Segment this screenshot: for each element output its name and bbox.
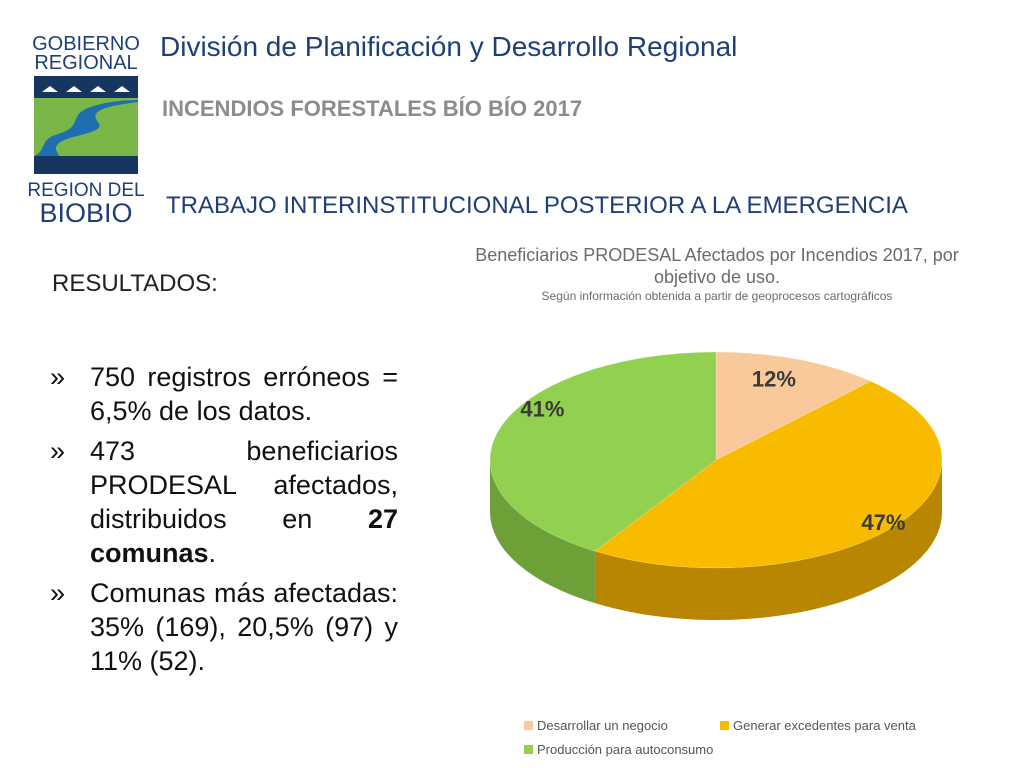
legend-item-1: Generar excedentes para venta bbox=[720, 718, 916, 733]
list-item: » Comunas más afectadas: 35% (169), 20,5… bbox=[50, 576, 398, 678]
logo-line1: GOBIERNO bbox=[32, 33, 140, 55]
chart-subtitle: Según información obtenida a partir de g… bbox=[541, 289, 893, 303]
gobierno-regional-logo: GOBIERNO REGIONAL REGION DEL BIOBIO bbox=[28, 30, 144, 226]
list-item: » 473 beneficiarios PRODESAL afectados, … bbox=[50, 434, 398, 570]
results-label: RESULTADOS: bbox=[52, 270, 218, 297]
logo-line3: REGION DEL bbox=[28, 180, 144, 201]
results-list: » 750 registros erróneos = 6,5% de los d… bbox=[50, 360, 398, 684]
bullet-text: Comunas más afectadas: 35% (169), 20,5% … bbox=[90, 578, 398, 676]
list-item: » 750 registros erróneos = 6,5% de los d… bbox=[50, 360, 398, 428]
legend-label-0: Desarrollar un negocio bbox=[537, 718, 668, 733]
bullet-mark: » bbox=[50, 436, 66, 466]
pie-data-label-0: 12% bbox=[752, 367, 796, 392]
pie-chart: 12% 47% 41% bbox=[470, 340, 970, 660]
bullet-mark: » bbox=[50, 362, 66, 392]
pie-data-label-2: 41% bbox=[520, 397, 564, 422]
legend-swatch-0 bbox=[524, 721, 533, 730]
pie-slice-side-1 bbox=[594, 460, 942, 620]
pie-data-label-1: 47% bbox=[861, 510, 905, 535]
bullet-bold-text: 27 comunas bbox=[90, 504, 398, 568]
legend-swatch-1 bbox=[720, 721, 729, 730]
logo-line2: REGIONAL bbox=[34, 52, 137, 74]
legend-item-0: Desarrollar un negocio bbox=[524, 718, 668, 733]
pie-slice-side-2 bbox=[490, 460, 595, 604]
logo-graphic: GOBIERNO REGIONAL REGION DEL BIOBIO bbox=[28, 33, 144, 226]
pie-chart-svg: 12% 47% 41% bbox=[489, 351, 943, 620]
pie-slice-1 bbox=[594, 380, 943, 569]
legend-label-2: Producción para autoconsumo bbox=[537, 742, 714, 757]
logo-line4: BIOBIO bbox=[39, 198, 132, 226]
pie-slice-0 bbox=[715, 351, 872, 461]
pie-slice-2 bbox=[489, 351, 717, 552]
bullet-mark: » bbox=[50, 578, 66, 608]
legend-item-2: Producción para autoconsumo bbox=[524, 742, 713, 757]
bullet-text-end: . bbox=[208, 538, 217, 568]
legend-label-1: Generar excedentes para venta bbox=[733, 718, 916, 733]
section-title: TRABAJO INTERINSTITUCIONAL POSTERIOR A L… bbox=[166, 192, 908, 219]
page-title: División de Planificación y Desarrollo R… bbox=[160, 31, 738, 62]
bullet-text: 473 beneficiarios PRODESAL afectados, di… bbox=[90, 436, 398, 534]
bullet-text: 750 registros erróneos = 6,5% de los dat… bbox=[90, 362, 398, 426]
chart-title: Beneficiarios PRODESAL Afectados por Inc… bbox=[475, 245, 959, 287]
legend-swatch-2 bbox=[524, 745, 533, 754]
page-subtitle: INCENDIOS FORESTALES BÍO BÍO 2017 bbox=[162, 96, 583, 121]
pie-side-group bbox=[490, 460, 942, 620]
